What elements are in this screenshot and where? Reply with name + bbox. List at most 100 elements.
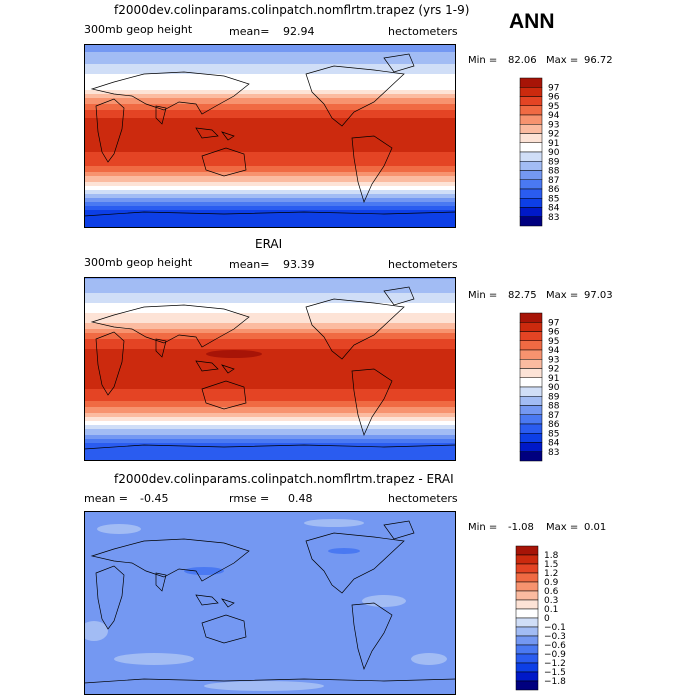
- heatmap-band: [84, 70, 456, 73]
- heatmap-band: [84, 323, 456, 326]
- heatmap-band: [84, 335, 456, 338]
- colorbar-tick-label: 94: [548, 346, 560, 356]
- heatmap-band: [84, 595, 456, 598]
- colorbar-box: [519, 340, 543, 351]
- colorbar-tick-label: 87: [548, 176, 559, 186]
- heatmap-band: [84, 429, 456, 432]
- coastline: [201, 147, 247, 177]
- heatmap-band: [84, 627, 456, 630]
- colorbar-box: [519, 179, 543, 190]
- heatmap-band: [84, 641, 456, 644]
- heatmap-band: [84, 64, 456, 67]
- heatmap-band: [84, 124, 456, 127]
- heatmap-band: [84, 216, 456, 219]
- heatmap-band: [84, 603, 456, 606]
- panel2-variable-label: 300mb geop height: [84, 256, 193, 269]
- heatmap-band: [84, 112, 456, 115]
- heatmap-band: [84, 297, 456, 300]
- colorbar-tick-label: 84: [548, 439, 560, 449]
- colorbar-tick-label: 90: [548, 148, 560, 158]
- season-label: ANN: [509, 10, 555, 33]
- coastline: [84, 444, 456, 450]
- heatmap-band: [84, 333, 456, 336]
- heatmap-band: [84, 202, 456, 205]
- heatmap-band: [84, 311, 456, 314]
- heatmap-band: [84, 597, 456, 600]
- colorbar-tick-label: 86: [548, 185, 560, 195]
- heatmap-band: [84, 339, 456, 342]
- colorbar-tick-label: 94: [548, 111, 560, 121]
- colorbar-tick-label: 96: [548, 328, 560, 338]
- heatmap-band: [84, 539, 456, 542]
- colorbar-box: [519, 216, 543, 227]
- panel3-map: [84, 511, 456, 695]
- heatmap-band: [84, 108, 456, 111]
- coastline: [201, 614, 247, 644]
- heatmap-band: [84, 94, 456, 97]
- heatmap-band: [84, 621, 456, 624]
- heatmap-band: [84, 92, 456, 95]
- heatmap-anomaly-patch: [84, 621, 108, 641]
- heatmap-band: [84, 365, 456, 368]
- heatmap-band: [84, 347, 456, 350]
- heatmap-band: [84, 609, 456, 612]
- heatmap-band: [84, 321, 456, 324]
- heatmap-band: [84, 353, 456, 356]
- heatmap-band: [84, 411, 456, 414]
- colorbar-tick-label: −0.9: [544, 650, 566, 660]
- heatmap-band: [84, 439, 456, 442]
- colorbar-tick-label: 89: [548, 392, 560, 402]
- panel1-title: f2000dev.colinparams.colinpatch.nomflrtm…: [114, 3, 470, 17]
- colorbar-box: [519, 405, 543, 415]
- heatmap-band: [84, 281, 456, 284]
- heatmap-band: [84, 383, 456, 386]
- heatmap-band: [84, 122, 456, 125]
- colorbar-tick-label: 93: [548, 355, 559, 365]
- colorbar-box: [519, 368, 543, 378]
- colorbar-tick-label: 88: [548, 402, 560, 412]
- colorbar-box: [519, 414, 543, 425]
- heatmap-band: [84, 174, 456, 177]
- heatmap-band: [84, 679, 456, 682]
- coastline: [195, 127, 219, 139]
- heatmap-band: [84, 567, 456, 570]
- coastline: [221, 131, 235, 141]
- heatmap-band: [84, 423, 456, 426]
- heatmap-band: [84, 150, 456, 153]
- heatmap-band: [84, 543, 456, 546]
- panel2-max-label: Max =: [546, 290, 579, 301]
- map-frame: [84, 277, 456, 461]
- panel2-map: [84, 277, 456, 461]
- heatmap-band: [84, 218, 456, 221]
- heatmap-band: [84, 647, 456, 650]
- heatmap-band: [84, 190, 456, 193]
- heatmap-band: [84, 60, 456, 63]
- heatmap-band: [84, 427, 456, 430]
- heatmap-band: [84, 287, 456, 290]
- heatmap-band: [84, 513, 456, 516]
- colorbar-box: [519, 105, 543, 116]
- coastline: [84, 211, 456, 217]
- heatmap-band: [84, 80, 456, 83]
- heatmap-band: [84, 515, 456, 518]
- heatmap-band: [84, 160, 456, 163]
- heatmap-band: [84, 591, 456, 594]
- heatmap-band: [84, 192, 456, 195]
- heatmap-band: [84, 619, 456, 622]
- colorbar-box: [519, 433, 543, 443]
- heatmap-band: [84, 583, 456, 586]
- heatmap-band: [84, 447, 456, 450]
- colorbar-box: [515, 671, 539, 682]
- coastline: [351, 368, 393, 437]
- heatmap-band: [84, 331, 456, 334]
- coastline: [221, 598, 235, 608]
- heatmap-band: [84, 78, 456, 81]
- heatmap-band: [84, 126, 456, 129]
- colorbar-tick-label: 0: [544, 614, 550, 624]
- heatmap-band: [84, 337, 456, 340]
- heatmap-band: [84, 441, 456, 444]
- heatmap-band: [84, 519, 456, 522]
- heatmap-band: [84, 172, 456, 175]
- heatmap-band: [84, 180, 456, 183]
- colorbar-tick-label: 97: [548, 83, 559, 93]
